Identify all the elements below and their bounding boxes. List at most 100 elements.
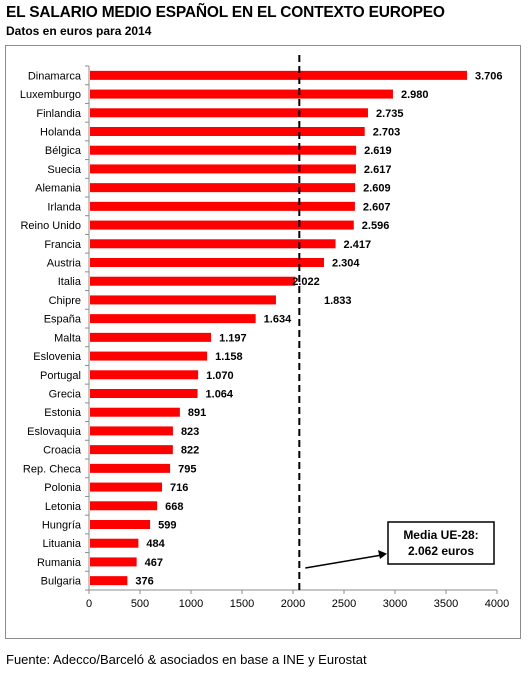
- category-label: Finlandia: [36, 108, 82, 120]
- category-label: Eslovaquia: [27, 426, 82, 438]
- bar: [90, 164, 356, 174]
- value-label: 376: [135, 576, 153, 588]
- value-label: 2.980: [401, 89, 429, 101]
- category-label: España: [44, 314, 82, 326]
- chart-title: EL SALARIO MEDIO ESPAÑOL EN EL CONTEXTO …: [6, 4, 445, 21]
- category-label: Malta: [54, 332, 82, 344]
- bar: [90, 276, 296, 286]
- bar: [90, 351, 208, 361]
- bar: [90, 389, 198, 398]
- category-label: Chipre: [49, 295, 81, 307]
- value-label: 1.070: [206, 370, 234, 382]
- x-tick-label: 1500: [230, 598, 254, 610]
- category-label: Austria: [47, 258, 82, 270]
- value-label: 2.735: [376, 108, 404, 120]
- category-label: Polonia: [44, 482, 82, 494]
- category-label: Rep. Checa: [23, 463, 82, 475]
- x-tick-label: 0: [86, 598, 92, 610]
- value-label: 484: [146, 538, 165, 550]
- value-label: 795: [178, 463, 196, 475]
- category-label: Rumania: [37, 557, 82, 569]
- value-label: 1.197: [219, 332, 247, 344]
- bar: [90, 370, 199, 380]
- category-label: Italia: [58, 276, 82, 288]
- category-label: Dinamarca: [28, 70, 82, 82]
- bar: [90, 70, 468, 80]
- category-label: Bélgica: [45, 145, 82, 157]
- bar: [90, 183, 356, 193]
- value-label: 2.417: [344, 239, 372, 251]
- bar: [90, 201, 355, 211]
- x-tick-label: 1000: [179, 598, 203, 610]
- bar: [90, 501, 158, 511]
- source-note: Fuente: Adecco/Barceló & asociados en ba…: [6, 652, 367, 667]
- category-label: Luxemburgo: [20, 89, 81, 101]
- value-label: 1.833: [324, 295, 352, 307]
- value-label: 668: [165, 501, 183, 513]
- value-label: 599: [158, 520, 176, 532]
- bar: [90, 127, 365, 136]
- value-label: 2.617: [364, 164, 392, 176]
- annotation-text: 2.062 euros: [408, 544, 474, 558]
- category-label: Portugal: [40, 370, 81, 382]
- x-tick-label: 2000: [281, 598, 305, 610]
- category-label: Suecia: [47, 164, 82, 176]
- bar: [90, 220, 354, 230]
- value-label: 2.607: [363, 201, 391, 213]
- bar: [90, 463, 171, 473]
- bar: [90, 520, 151, 529]
- bar: [90, 576, 128, 586]
- category-label: Grecia: [49, 389, 82, 401]
- value-label: 1.634: [264, 314, 292, 326]
- category-label: Letonia: [45, 501, 82, 513]
- value-label: 2.022: [292, 276, 320, 288]
- value-label: 2.304: [332, 258, 360, 270]
- category-label: Bulgaria: [41, 576, 82, 588]
- bar: [90, 482, 163, 492]
- value-label: 2.703: [373, 127, 401, 139]
- value-label: 891: [188, 407, 206, 419]
- x-tick-label: 2500: [332, 598, 356, 610]
- category-label: Hungría: [42, 520, 82, 532]
- annotation-box: [387, 521, 495, 565]
- bar: [90, 557, 137, 567]
- bar: [90, 332, 212, 342]
- category-label: Estonia: [44, 407, 82, 419]
- value-label: 823: [181, 426, 199, 438]
- annotation-text: Media UE-28:: [403, 528, 478, 542]
- annotation-arrow: [305, 554, 383, 569]
- bar: [90, 538, 139, 548]
- value-label: 2.596: [362, 220, 390, 232]
- x-tick-label: 3000: [383, 598, 407, 610]
- chart-frame: [5, 45, 521, 639]
- x-tick-label: 4000: [485, 598, 509, 610]
- annotation-arrowhead: [378, 550, 387, 559]
- category-label: Reino Unido: [20, 220, 81, 232]
- bar: [90, 407, 180, 417]
- bar: [90, 426, 173, 436]
- category-label: Lituania: [42, 538, 81, 550]
- category-label: Francia: [44, 239, 82, 251]
- value-label: 1.158: [215, 351, 243, 363]
- bar: [90, 445, 173, 455]
- category-label: Eslovenia: [33, 351, 82, 363]
- bar: [90, 145, 357, 155]
- value-label: 2.609: [363, 183, 391, 195]
- bar: [90, 295, 276, 305]
- chart-subtitle: Datos en euros para 2014: [6, 24, 152, 38]
- value-label: 1.064: [206, 389, 234, 401]
- bar: [90, 89, 393, 99]
- value-label: 467: [145, 557, 163, 569]
- x-tick-label: 3500: [434, 598, 458, 610]
- category-label: Irlanda: [47, 201, 82, 213]
- value-label: 716: [170, 482, 188, 494]
- bar: [90, 314, 256, 324]
- x-tick-label: 500: [131, 598, 149, 610]
- value-label: 2.619: [364, 145, 392, 157]
- bar: [90, 258, 325, 267]
- bar: [90, 108, 368, 118]
- value-label: 3.706: [475, 70, 503, 82]
- value-label: 822: [181, 445, 199, 457]
- bar: [90, 239, 336, 249]
